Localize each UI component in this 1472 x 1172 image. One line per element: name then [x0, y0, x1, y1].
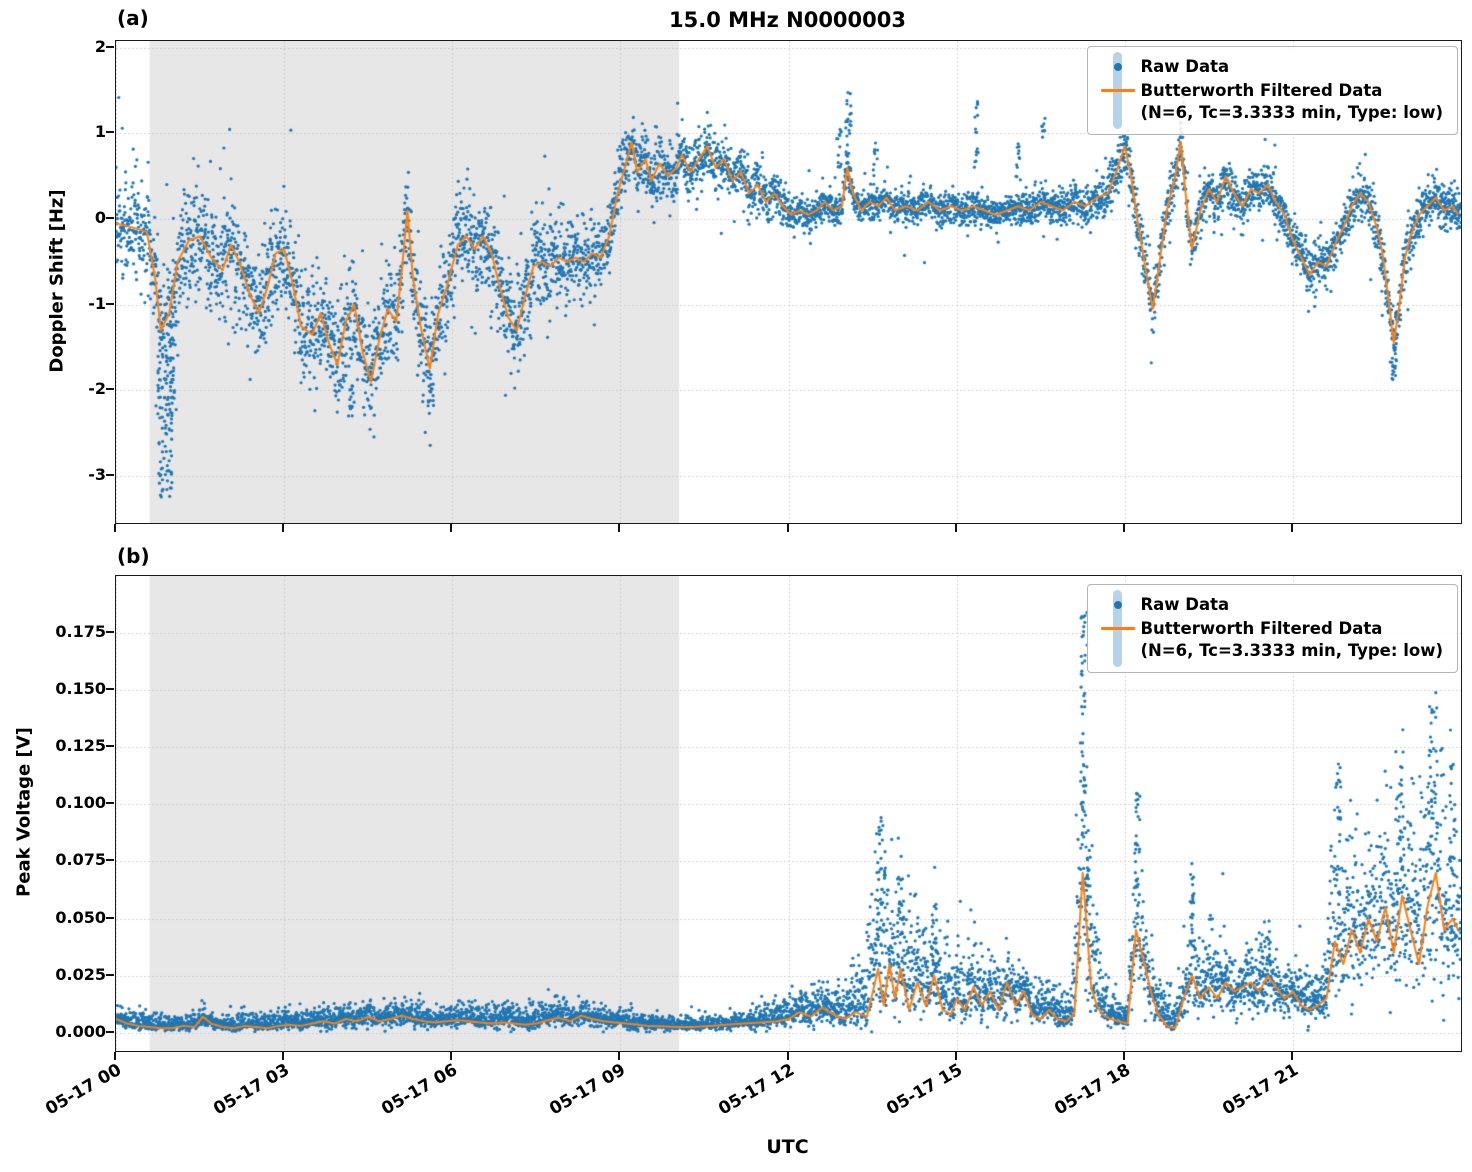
legend-panel-a: Raw Data Butterworth Filtered Data (N=6,… — [1087, 46, 1458, 136]
y-tick-mark — [106, 1030, 114, 1033]
x-tick-mark — [954, 1052, 957, 1060]
x-tick-mark — [1122, 524, 1125, 532]
x-tick-mark — [618, 524, 621, 532]
filtered-line-icon — [1101, 627, 1136, 631]
y-tick-mark — [106, 388, 114, 391]
chart-title: 15.0 MHz N0000003 — [669, 8, 906, 32]
x-tick-mark — [450, 1052, 453, 1060]
y-tick-label: -3 — [88, 464, 106, 484]
y-tick-label: 1 — [94, 122, 106, 142]
x-tick-mark — [954, 524, 957, 532]
x-tick-mark — [114, 524, 116, 532]
y-tick-label: -2 — [88, 379, 106, 399]
legend-row-filtered: Butterworth Filtered Data (N=6, Tc=3.333… — [1096, 618, 1443, 661]
y-tick-label: 0.025 — [55, 964, 106, 984]
raw-data-dot-icon — [1114, 63, 1123, 71]
x-tick-mark — [114, 1052, 116, 1060]
y-tick-mark — [106, 916, 114, 919]
legend-filtered-label: Butterworth Filtered Data — [1140, 81, 1383, 101]
y-tick-label: 0.000 — [55, 1021, 106, 1041]
filtered-line-icon — [1101, 89, 1136, 93]
y-tick-mark — [106, 131, 114, 134]
legend-row-raw: Raw Data — [1096, 56, 1443, 77]
x-tick-mark — [786, 524, 789, 532]
legend-raw-label: Raw Data — [1140, 595, 1230, 614]
x-tick-mark — [1290, 524, 1293, 532]
legend-filtered-marker — [1096, 618, 1140, 631]
raw-data-dot-icon — [1114, 601, 1123, 609]
legend-filtered-sublabel: (N=6, Tc=3.3333 min, Type: low) — [1140, 102, 1443, 122]
x-axis-label: UTC — [766, 1136, 809, 1158]
x-tick-mark — [282, 1052, 285, 1060]
legend-raw-marker — [1096, 594, 1140, 609]
y-tick-mark — [106, 688, 114, 691]
y-tick-label: 0.125 — [55, 736, 106, 756]
y-tick-label: 0.150 — [55, 679, 106, 699]
y-tick-mark — [106, 745, 114, 748]
y-tick-label: 0 — [94, 208, 106, 228]
panel-a-tag: (a) — [117, 6, 149, 30]
legend-panel-b: Raw Data Butterworth Filtered Data (N=6,… — [1087, 584, 1458, 674]
y-tick-mark — [106, 859, 114, 862]
legend-filtered-label: Butterworth Filtered Data — [1140, 619, 1383, 639]
y-tick-mark — [106, 302, 114, 305]
y-tick-mark — [106, 973, 114, 976]
y-tick-mark — [106, 631, 114, 634]
y-tick-label: -1 — [88, 293, 106, 313]
y-tick-mark — [106, 217, 114, 220]
y-tick-mark — [106, 45, 114, 48]
x-tick-mark — [786, 1052, 789, 1060]
x-tick-mark — [282, 524, 285, 532]
y-tick-label: 0.175 — [55, 622, 106, 642]
y-tick-label: 0.075 — [55, 850, 106, 870]
legend-row-filtered: Butterworth Filtered Data (N=6, Tc=3.333… — [1096, 80, 1443, 123]
y-tick-label: 0.100 — [55, 793, 106, 813]
panel-b-tag: (b) — [117, 544, 150, 568]
legend-raw-label: Raw Data — [1140, 57, 1230, 76]
y-tick-mark — [106, 473, 114, 476]
y-tick-label: 2 — [94, 36, 106, 56]
y-tick-mark — [106, 802, 114, 805]
legend-filtered-marker — [1096, 80, 1140, 93]
x-tick-mark — [618, 1052, 621, 1060]
legend-row-raw: Raw Data — [1096, 594, 1443, 615]
legend-raw-marker — [1096, 56, 1140, 71]
y-tick-label: 0.050 — [55, 907, 106, 927]
x-tick-mark — [1290, 1052, 1293, 1060]
x-tick-mark — [450, 524, 453, 532]
legend-filtered-sublabel: (N=6, Tc=3.3333 min, Type: low) — [1140, 640, 1443, 660]
x-tick-mark — [1122, 1052, 1125, 1060]
x-tick-label: 05-17 00 — [42, 1060, 125, 1120]
